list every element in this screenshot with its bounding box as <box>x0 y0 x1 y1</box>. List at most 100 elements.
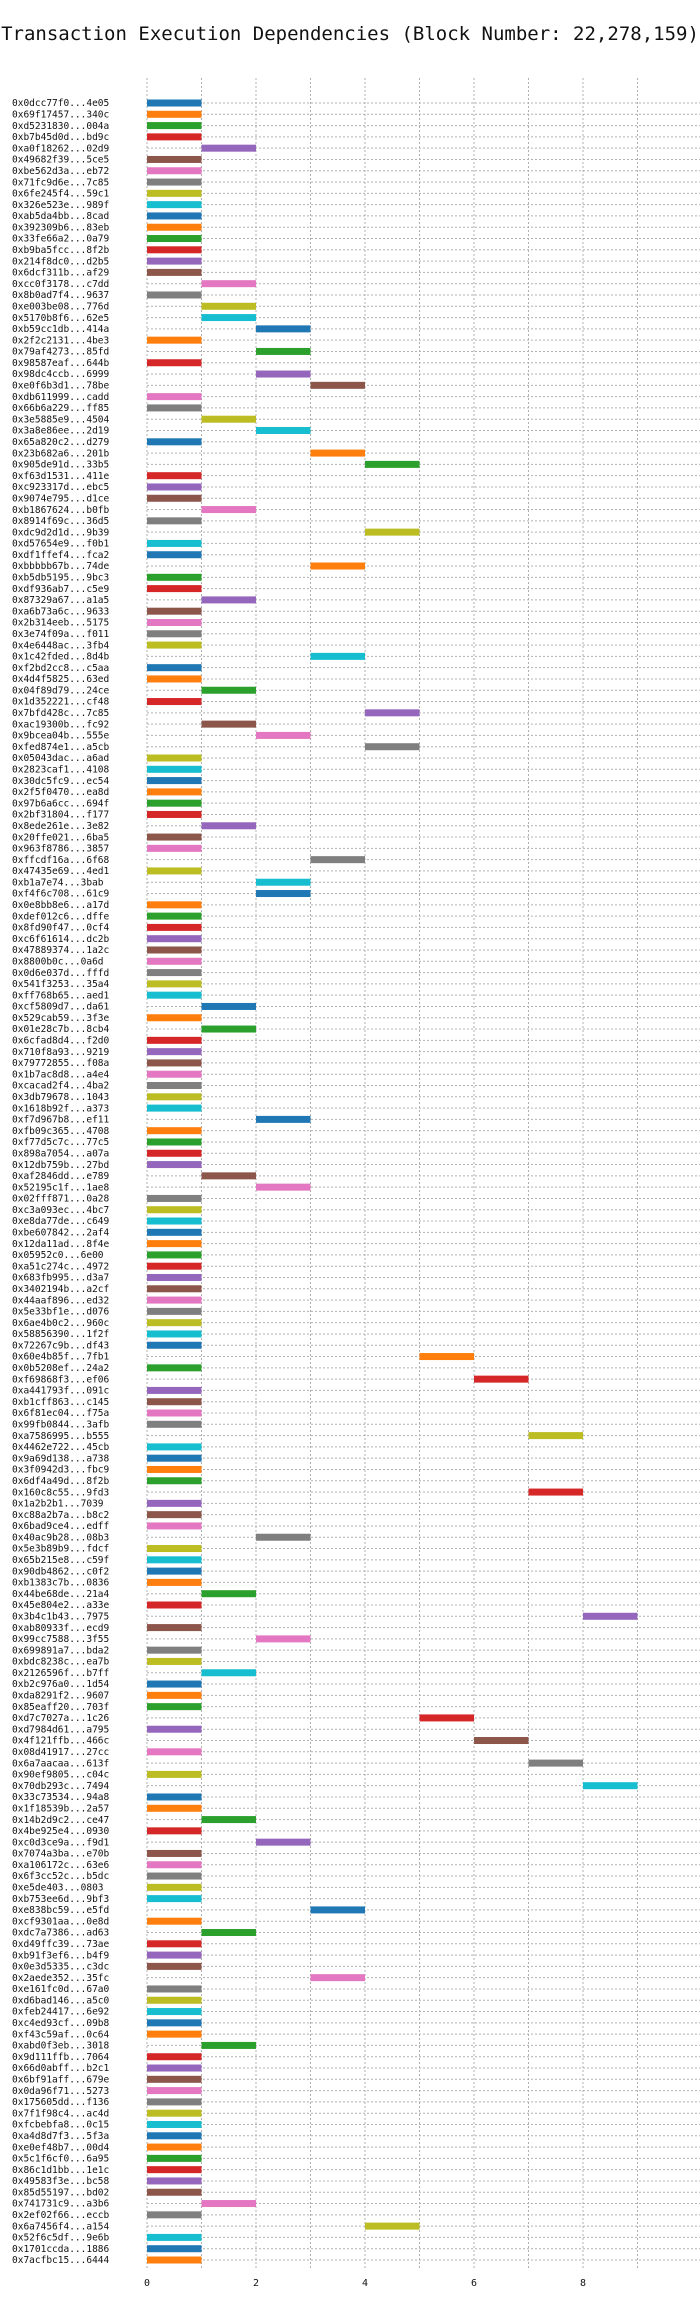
bar <box>201 280 256 288</box>
bar <box>147 2256 202 2264</box>
bar <box>147 867 202 875</box>
bar <box>147 1680 202 1688</box>
y-tick-label: 0x98587eaf...644b <box>12 358 110 369</box>
y-tick-label: 0x70db293c...7494 <box>12 1781 110 1792</box>
bar <box>147 1985 202 1993</box>
y-tick-label: 0x49583f3e...bc58 <box>12 2176 110 2187</box>
y-tick-label: 0x30dc5fc9...ec54 <box>12 776 110 787</box>
bar <box>528 1759 583 1767</box>
bar <box>201 1002 256 1010</box>
bar <box>147 1703 202 1711</box>
bar <box>256 1533 311 1541</box>
y-tick-label: 0xb91f3ef6...b4f9 <box>12 1950 110 1961</box>
y-tick-label: 0xd49ffc39...73ae <box>12 1939 110 1950</box>
bar <box>147 404 202 412</box>
bar <box>147 1409 202 1417</box>
y-tick-label: 0x52195c1f...1ae8 <box>12 1182 110 1193</box>
y-tick-label: 0xf7d967b8...ef11 <box>12 1115 110 1126</box>
bar <box>147 664 202 672</box>
bar <box>147 585 202 593</box>
y-tick-label: 0xc6f61614...dc2b <box>12 934 110 945</box>
bar <box>147 235 202 243</box>
bar <box>147 2064 202 2072</box>
bar <box>310 856 365 864</box>
bar <box>147 1917 202 1925</box>
bar <box>147 1285 202 1293</box>
bar <box>147 1793 202 1801</box>
y-tick-label: 0xaf2846dd...e789 <box>12 1171 110 1182</box>
bar <box>147 99 202 107</box>
bar <box>201 1669 256 1677</box>
y-tick-label: 0xa6b73a6c...9633 <box>12 606 109 617</box>
bar <box>310 562 365 570</box>
bar <box>201 2041 256 2049</box>
y-tick-label: 0x04f89d79...24ce <box>12 685 110 696</box>
y-tick-label: 0x01e28c7b...8cb4 <box>12 1024 110 1035</box>
bar <box>147 1883 202 1891</box>
y-tick-label: 0x58856390...1f2f <box>12 1329 109 1340</box>
bar <box>147 539 202 547</box>
y-tick-label: 0x87329a67...a1a5 <box>12 595 109 606</box>
bar <box>583 1782 638 1790</box>
y-tick-label: 0x05043dac...a6ad <box>12 753 109 764</box>
bar <box>147 1319 202 1327</box>
bar <box>419 1353 474 1361</box>
y-tick-label: 0x86c1d1bb...1e1c <box>12 2165 109 2176</box>
bar <box>147 1161 202 1169</box>
y-tick-label: 0x20ffe021...6ba5 <box>12 832 109 843</box>
bar <box>147 359 202 367</box>
bar <box>147 1307 202 1315</box>
y-tick-label: 0x392309b6...83eb <box>12 222 110 233</box>
bar <box>147 178 202 186</box>
y-tick-label: 0x9d111ffb...7064 <box>12 2052 110 2063</box>
y-tick-label: 0xd6bad146...a5c0 <box>12 1995 110 2006</box>
y-tick-label: 0x72267c9b...df43 <box>12 1340 109 1351</box>
bar <box>147 765 202 773</box>
y-tick-label: 0x175605dd...f136 <box>12 2097 110 2108</box>
y-tick-label: 0x1d352221...cf48 <box>12 697 110 708</box>
y-tick-label: 0xb753ee6d...9bf3 <box>12 1894 109 1905</box>
y-tick-label: 0x02fff871...0a28 <box>12 1194 110 1205</box>
bar <box>147 483 202 491</box>
y-tick-label: 0xb1a7e74...3bab <box>12 877 104 888</box>
y-tick-label: 0x710f8a93...9219 <box>12 1047 110 1058</box>
bar <box>201 144 256 152</box>
bar <box>147 833 202 841</box>
bar <box>147 1398 202 1406</box>
y-tick-label: 0xa0f18262...02d9 <box>12 143 110 154</box>
bar <box>147 1601 202 1609</box>
y-tick-label: 0x963f8786...3857 <box>12 844 109 855</box>
bar <box>147 2087 202 2095</box>
y-tick-label: 0x5170b8f6...62e5 <box>12 313 109 324</box>
bar <box>147 1240 202 1248</box>
bar <box>365 2222 420 2230</box>
bar <box>147 472 202 480</box>
bar <box>147 2188 202 2196</box>
y-tick-label: 0x741731c9...a3b6 <box>12 2199 110 2210</box>
y-tick-label: 0x1f18539b...2a57 <box>12 1803 109 1814</box>
y-tick-label: 0x65a820c2...d279 <box>12 437 110 448</box>
bar <box>147 268 202 276</box>
y-tick-label: 0xdb611999...cadd <box>12 392 109 403</box>
bar-layer <box>147 99 638 2264</box>
bar <box>147 1465 202 1473</box>
y-tick-label: 0xe0ef48b7...00d4 <box>12 2142 110 2153</box>
bar <box>256 878 311 886</box>
bar <box>201 314 256 322</box>
y-tick-label: 0xb1867624...b0fb <box>12 505 110 516</box>
y-tick-label: 0x2823caf1...4108 <box>12 764 110 775</box>
y-tick-label: 0x90db4862...c0f2 <box>12 1566 109 1577</box>
y-tick-label: 0x3402194b...a2cf <box>12 1284 109 1295</box>
bar <box>147 607 202 615</box>
y-tick-label: 0x2f2c2131...4be3 <box>12 335 109 346</box>
bar <box>201 1928 256 1936</box>
y-tick-label: 0x529cab59...3f3e <box>12 1013 110 1024</box>
y-tick-label: 0xfcbebfa8...0c15 <box>12 2120 109 2131</box>
bar <box>147 1827 202 1835</box>
bar <box>201 1025 256 1033</box>
bar <box>147 1691 202 1699</box>
y-tick-label: 0x0e8bb8e6...a17d <box>12 900 109 911</box>
bar <box>147 2166 202 2174</box>
y-tick-label: 0x7f1f98c4...ac4d <box>12 2108 109 2119</box>
bar <box>147 630 202 638</box>
